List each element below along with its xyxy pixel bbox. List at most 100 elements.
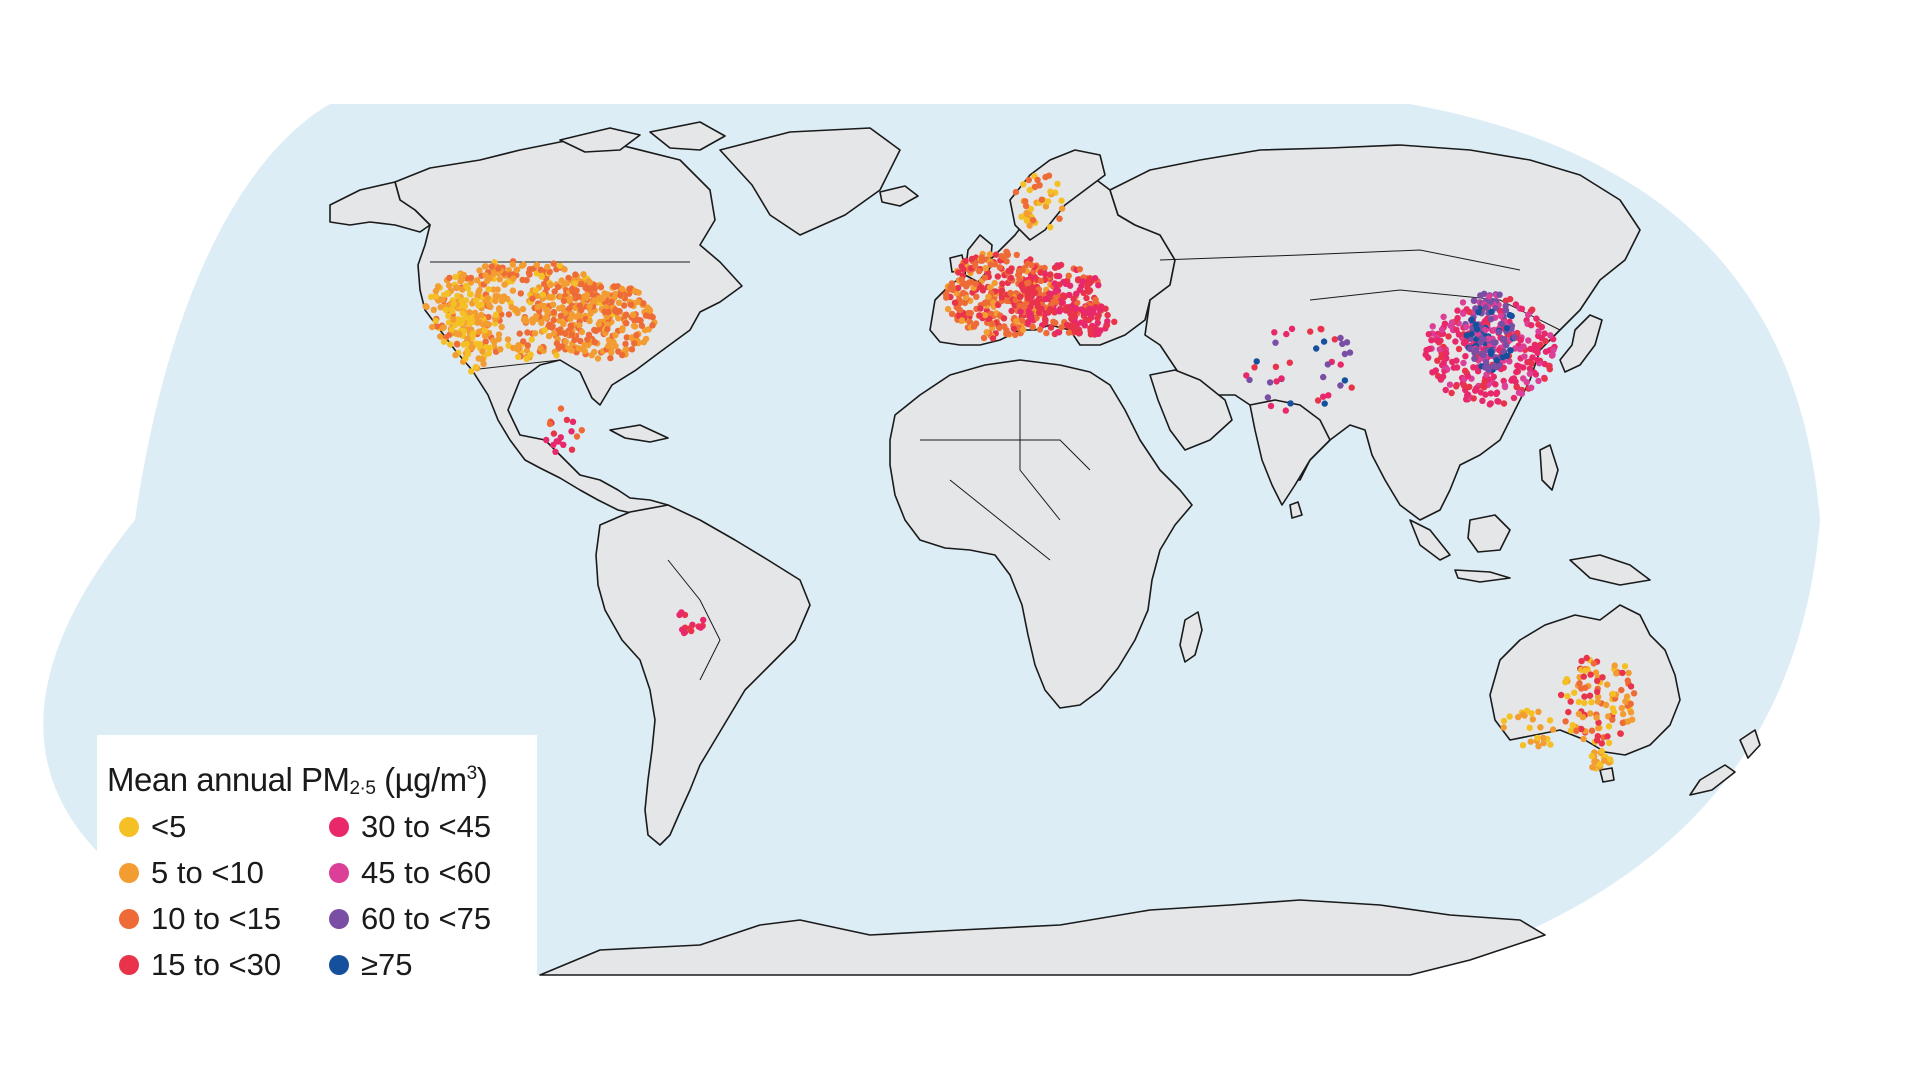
station-dot xyxy=(1005,330,1012,337)
station-dot xyxy=(1012,331,1019,339)
legend-item: <5 xyxy=(107,804,317,850)
station-dot xyxy=(947,283,954,291)
station-dot xyxy=(1267,402,1275,410)
station-dot xyxy=(1102,305,1109,312)
station-dot xyxy=(1462,353,1469,360)
station-dot xyxy=(1535,743,1542,750)
station-dot xyxy=(584,336,591,343)
legend-swatch xyxy=(329,909,349,929)
station-dot xyxy=(1008,307,1015,315)
station-dot xyxy=(432,287,440,295)
station-dot xyxy=(1482,304,1489,311)
station-dot xyxy=(504,295,511,303)
station-dot xyxy=(457,278,464,285)
station-dot xyxy=(1587,710,1594,717)
station-dot xyxy=(581,341,588,349)
station-dot xyxy=(581,347,588,355)
station-dot xyxy=(610,338,617,346)
station-dot xyxy=(440,338,448,345)
station-dot xyxy=(1534,356,1541,364)
station-dot xyxy=(1514,713,1522,721)
legend-title-unit: (µg/m xyxy=(375,761,467,798)
station-dot xyxy=(573,313,580,320)
station-dot xyxy=(1624,677,1632,684)
station-dot xyxy=(1094,314,1101,322)
station-dot xyxy=(474,292,481,300)
station-dot xyxy=(1520,343,1527,350)
station-dot xyxy=(1029,299,1036,306)
station-dot xyxy=(1065,329,1073,336)
station-dot xyxy=(558,277,565,284)
station-dot xyxy=(515,353,522,361)
station-dot xyxy=(452,273,459,281)
station-dot xyxy=(463,340,470,348)
legend-swatch xyxy=(329,817,349,837)
station-dot xyxy=(1059,292,1067,299)
station-dot xyxy=(1094,319,1102,326)
station-dot xyxy=(578,427,585,434)
station-dot xyxy=(454,284,461,291)
station-dot xyxy=(428,293,435,300)
legend-item: 45 to <60 xyxy=(317,850,517,896)
station-dot xyxy=(1613,670,1620,677)
station-dot xyxy=(1337,334,1344,342)
station-dot xyxy=(1592,669,1600,676)
station-dot xyxy=(1528,384,1535,391)
station-dot xyxy=(486,274,494,282)
station-dot xyxy=(464,347,471,354)
station-dot xyxy=(1487,298,1494,305)
station-dot xyxy=(1609,716,1616,723)
station-dot xyxy=(1541,375,1548,382)
station-dot xyxy=(1542,348,1550,355)
station-dot xyxy=(557,312,565,319)
station-dot xyxy=(568,331,576,338)
station-dot xyxy=(562,330,569,337)
station-dot xyxy=(1440,359,1447,367)
station-dot xyxy=(1086,287,1094,294)
station-dot xyxy=(526,271,533,278)
station-dot xyxy=(534,303,541,311)
station-dot xyxy=(1429,323,1436,330)
station-dot xyxy=(1629,716,1636,723)
station-dot xyxy=(542,314,549,322)
station-dot xyxy=(1111,318,1118,325)
station-dot xyxy=(1432,367,1440,374)
station-dot xyxy=(510,275,517,282)
station-dot xyxy=(948,310,956,318)
legend-swatch xyxy=(329,955,349,975)
station-dot xyxy=(1055,272,1063,280)
station-dot xyxy=(1618,704,1626,712)
station-dot xyxy=(976,312,983,319)
station-dot xyxy=(1050,318,1057,325)
station-dot xyxy=(422,303,429,310)
station-dot xyxy=(1047,290,1054,298)
station-dot xyxy=(1619,710,1627,718)
station-dot xyxy=(1474,368,1482,375)
station-dot xyxy=(1264,394,1272,401)
station-dot xyxy=(490,286,497,293)
station-dot xyxy=(1507,347,1514,354)
station-dot xyxy=(592,327,600,335)
station-dot xyxy=(1598,740,1606,747)
station-dot xyxy=(1438,326,1446,333)
station-dot xyxy=(495,293,502,300)
station-dot xyxy=(575,345,582,352)
station-dot xyxy=(463,282,470,289)
station-dot xyxy=(1425,331,1433,338)
station-dot xyxy=(1537,724,1544,731)
station-dot xyxy=(430,306,437,313)
station-dot xyxy=(1512,301,1520,308)
station-dot xyxy=(1507,295,1514,303)
station-dot xyxy=(697,624,704,631)
station-dot xyxy=(1519,742,1527,749)
station-dot xyxy=(1488,308,1495,315)
station-dot xyxy=(991,279,998,287)
station-dot xyxy=(555,438,562,445)
station-dot xyxy=(1038,196,1046,203)
station-dot xyxy=(1246,376,1253,384)
station-dot xyxy=(1454,307,1461,314)
station-dot xyxy=(1047,324,1055,331)
station-dot xyxy=(1089,306,1097,313)
station-dot xyxy=(538,319,545,327)
station-dot xyxy=(1571,689,1578,696)
